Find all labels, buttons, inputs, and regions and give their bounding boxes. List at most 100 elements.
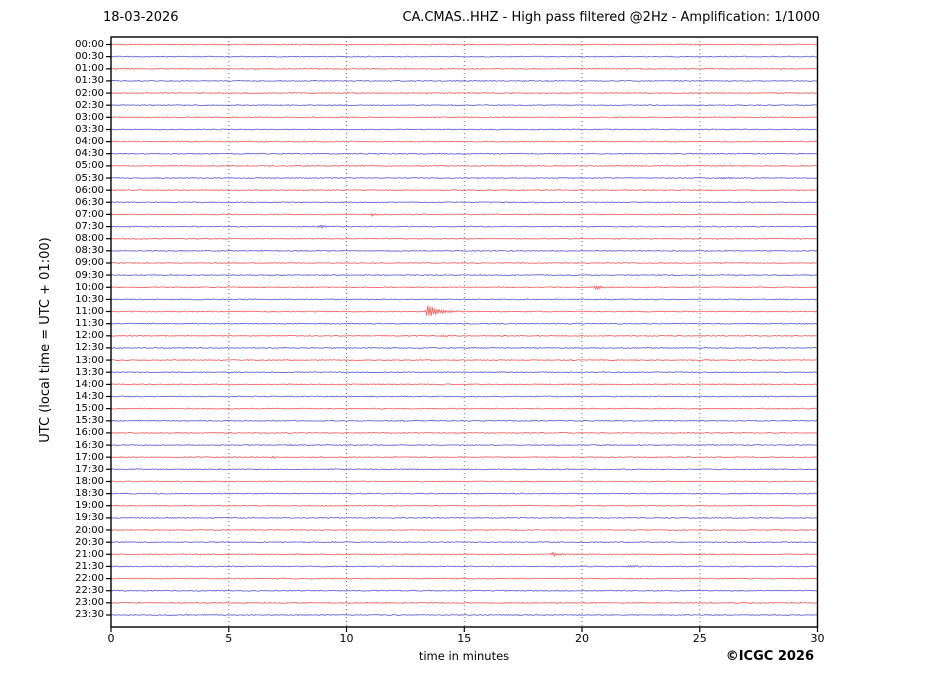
y-tick-label-22:00: 22:00 <box>75 573 104 585</box>
y-tick-label-04:00: 04:00 <box>75 136 104 148</box>
trace-row-19:30 <box>110 516 818 519</box>
trace-row-08:00 <box>110 237 818 240</box>
y-tick-label-15:30: 15:30 <box>75 415 104 427</box>
x-ticks <box>110 627 819 632</box>
y-tick-label-17:00: 17:00 <box>75 451 104 463</box>
trace-row-15:00 <box>110 407 818 410</box>
plot-date: 18-03-2026 <box>103 10 179 25</box>
y-tick-label-09:00: 09:00 <box>75 257 104 269</box>
x-tick-label-25: 25 <box>692 632 707 645</box>
y-axis-title: UTC (local time = UTC + 01:00) <box>38 237 53 443</box>
y-tick-label-13:00: 13:00 <box>75 354 104 366</box>
trace-row-01:00 <box>110 67 818 70</box>
trace-row-06:00 <box>110 189 818 192</box>
y-tick-label-19:00: 19:00 <box>75 500 104 512</box>
trace-row-15:30 <box>110 419 818 422</box>
y-tick-label-01:00: 01:00 <box>75 63 104 75</box>
trace-row-23:30 <box>110 614 818 616</box>
trace-row-12:00 <box>110 334 818 338</box>
trace-row-00:00 <box>110 43 818 46</box>
trace-row-05:30 <box>110 176 818 180</box>
y-tick-label-08:30: 08:30 <box>75 245 104 257</box>
y-ticks <box>106 43 111 616</box>
copyright-label: ©ICGC 2026 <box>725 649 814 664</box>
trace-row-21:00 <box>110 551 818 557</box>
y-tick-label-09:30: 09:30 <box>75 269 104 281</box>
y-tick-label-12:30: 12:30 <box>75 342 104 354</box>
y-tick-label-23:30: 23:30 <box>75 609 104 621</box>
trace-row-12:30 <box>110 347 818 349</box>
trace-row-04:00 <box>110 140 818 143</box>
y-tick-label-19:30: 19:30 <box>75 512 104 524</box>
y-tick-label-07:30: 07:30 <box>75 221 104 233</box>
y-tick-label-21:30: 21:30 <box>75 560 104 572</box>
trace-row-11:00 <box>110 305 818 317</box>
trace-row-09:00 <box>111 262 818 264</box>
trace-row-16:30 <box>110 444 818 446</box>
trace-row-19:00 <box>110 504 818 507</box>
trace-row-07:00 <box>110 213 818 217</box>
y-tick-label-06:30: 06:30 <box>75 196 104 208</box>
trace-row-01:30 <box>110 79 818 82</box>
y-tick-label-22:30: 22:30 <box>75 585 104 597</box>
trace-row-20:00 <box>110 529 818 531</box>
y-tick-label-05:30: 05:30 <box>75 172 104 184</box>
y-tick-label-00:00: 00:00 <box>75 39 104 50</box>
y-tick-label-20:30: 20:30 <box>75 536 104 548</box>
x-tick-label-5: 5 <box>225 632 233 645</box>
trace-row-02:30 <box>110 104 818 107</box>
y-tick-label-21:00: 21:00 <box>75 548 104 560</box>
trace-row-14:00 <box>110 383 818 386</box>
x-tick-label-0: 0 <box>107 632 115 645</box>
y-tick-label-11:00: 11:00 <box>75 306 104 318</box>
trace-row-17:00 <box>110 455 818 459</box>
trace-row-13:30 <box>110 371 818 374</box>
y-tick-label-06:00: 06:00 <box>75 184 104 196</box>
y-tick-label-16:30: 16:30 <box>75 439 104 451</box>
trace-row-09:30 <box>110 274 818 277</box>
y-tick-label-17:30: 17:30 <box>75 463 104 475</box>
trace-row-10:00 <box>110 285 818 290</box>
trace-row-17:30 <box>110 468 818 471</box>
trace-row-03:00 <box>110 116 818 119</box>
y-tick-label-14:30: 14:30 <box>75 391 104 402</box>
traces <box>110 43 818 616</box>
y-tick-label-18:30: 18:30 <box>75 488 104 500</box>
y-tick-label-23:00: 23:00 <box>75 597 104 609</box>
y-tick-label-03:30: 03:30 <box>75 123 104 135</box>
plot-title: CA.CMAS..HHZ - High pass filtered @2Hz -… <box>402 10 820 25</box>
y-tick-label-02:30: 02:30 <box>75 99 104 111</box>
y-tick-label-08:00: 08:00 <box>75 233 104 245</box>
trace-row-00:30 <box>110 55 818 58</box>
trace-row-10:30 <box>110 298 818 301</box>
x-tick-label-20: 20 <box>575 632 589 645</box>
trace-row-20:30 <box>110 541 818 544</box>
trace-row-22:30 <box>110 589 818 592</box>
y-tick-label-02:00: 02:00 <box>75 87 104 99</box>
y-tick-label-10:30: 10:30 <box>75 293 104 305</box>
trace-row-08:30 <box>110 249 818 252</box>
trace-row-02:00 <box>110 92 818 94</box>
trace-row-06:30 <box>110 201 818 204</box>
trace-row-21:30 <box>110 565 818 568</box>
trace-row-14:30 <box>110 395 818 398</box>
trace-row-23:00 <box>110 601 818 604</box>
y-tick-label-00:30: 00:30 <box>75 51 104 63</box>
trace-row-16:00 <box>110 431 818 434</box>
y-tick-label-11:30: 11:30 <box>75 318 104 330</box>
y-tick-label-12:00: 12:00 <box>75 330 104 342</box>
trace-row-04:30 <box>110 152 818 155</box>
y-tick-label-10:00: 10:00 <box>75 281 104 293</box>
y-tick-label-07:00: 07:00 <box>75 208 104 220</box>
trace-row-22:00 <box>110 577 818 580</box>
trace-row-18:30 <box>110 492 818 495</box>
y-tick-label-16:00: 16:00 <box>75 427 104 439</box>
y-tick-label-15:00: 15:00 <box>75 403 104 415</box>
trace-row-11:30 <box>110 322 818 325</box>
trace-row-13:00 <box>110 359 818 362</box>
y-tick-label-05:00: 05:00 <box>75 160 104 172</box>
x-axis-title: time in minutes <box>418 649 510 663</box>
y-tick-label-03:00: 03:00 <box>75 111 104 123</box>
trace-row-07:30 <box>110 224 818 229</box>
